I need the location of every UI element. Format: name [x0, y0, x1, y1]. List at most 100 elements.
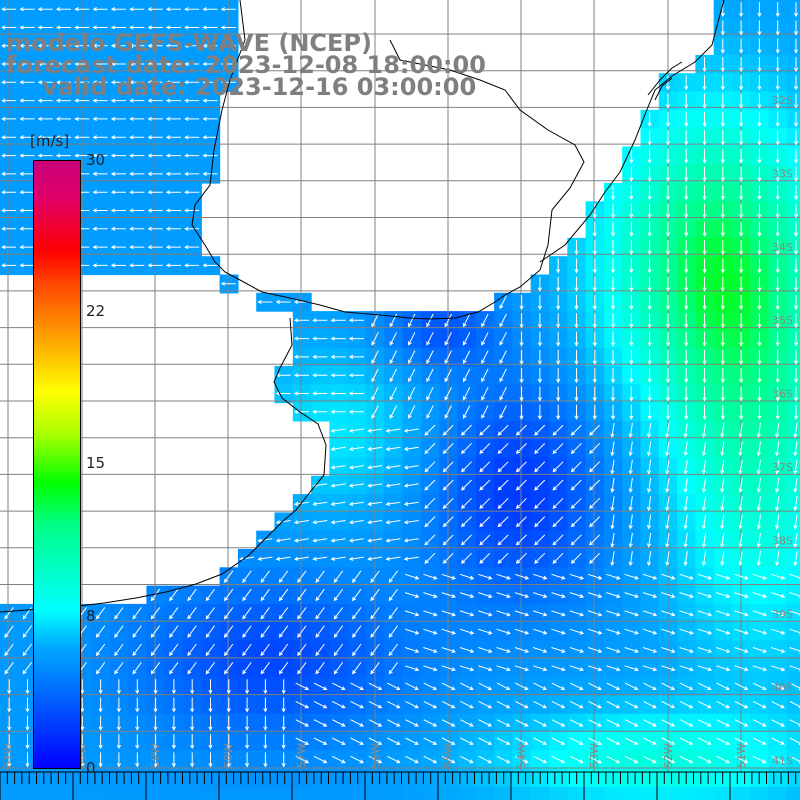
wind-arrow	[496, 628, 511, 635]
wind-arrow	[110, 80, 126, 85]
wind-arrow	[752, 592, 768, 599]
wind-arrow	[223, 607, 234, 620]
wind-arrow	[293, 373, 309, 378]
wind-arrow	[610, 532, 615, 548]
wind-arrow	[684, 185, 689, 201]
wind-arrow	[165, 43, 181, 48]
wind-arrow	[153, 715, 158, 731]
wind-arrow	[408, 350, 416, 365]
wind-arrow	[534, 424, 546, 436]
wind-arrow	[171, 752, 176, 768]
wind-arrow	[775, 349, 780, 365]
wind-arrow	[757, 38, 762, 54]
wind-arrow	[313, 700, 328, 709]
wind-arrow	[423, 719, 438, 727]
wind-arrow	[587, 592, 603, 599]
wind-arrow	[665, 276, 671, 292]
wind-arrow	[92, 135, 108, 140]
wind-arrow	[569, 573, 585, 580]
wind-arrow	[147, 208, 163, 213]
wind-arrow	[533, 755, 548, 764]
wind-arrow	[55, 80, 71, 85]
wind-arrow	[533, 610, 548, 617]
wind-arrow	[574, 276, 579, 292]
wind-arrow	[312, 501, 328, 506]
wind-arrow	[775, 496, 780, 512]
wind-arrow	[587, 610, 603, 617]
sea-cell	[146, 786, 166, 800]
longitude-label: 54W	[515, 743, 528, 768]
wind-arrow	[350, 737, 365, 745]
wind-arrow	[293, 409, 309, 414]
wind-arrow	[556, 349, 561, 365]
wind-arrow	[297, 607, 307, 620]
wind-arrow	[37, 43, 53, 48]
wind-arrow	[150, 607, 161, 620]
sea-cell	[311, 786, 330, 800]
wind-arrow	[19, 153, 35, 158]
wind-arrow	[624, 737, 639, 745]
wind-arrow	[684, 313, 689, 329]
wind-arrow	[665, 130, 671, 146]
wind-arrow	[592, 221, 597, 237]
wind-arrow	[702, 166, 707, 182]
coastline-east-inlet	[647, 61, 683, 101]
wind-arrow	[116, 715, 122, 731]
wind-arrow	[403, 501, 419, 506]
wind-arrow	[533, 628, 548, 635]
wind-arrow	[752, 755, 767, 764]
wind-arrow	[497, 552, 509, 564]
wind-arrow	[444, 405, 452, 419]
wind-arrow	[775, 203, 780, 219]
wind-arrow	[184, 171, 200, 176]
wind-arrow	[481, 313, 489, 328]
wind-arrow	[716, 719, 731, 727]
wind-arrow	[734, 700, 749, 709]
wind-arrow	[570, 424, 582, 436]
wind-arrow	[515, 700, 529, 709]
wind-arrow	[184, 226, 200, 231]
wind-arrow	[775, 386, 780, 402]
wind-arrow	[537, 276, 542, 292]
wind-arrow	[734, 628, 749, 635]
wind-arrow	[150, 588, 161, 602]
wind-arrow	[515, 424, 527, 436]
wind-arrow	[716, 628, 731, 635]
wind-arrow	[348, 446, 364, 452]
wind-arrow	[220, 80, 236, 85]
wind-arrow	[242, 588, 252, 602]
wind-arrow	[775, 477, 780, 493]
wind-arrow	[184, 190, 200, 195]
wind-arrow	[165, 208, 181, 213]
wind-arrow	[551, 628, 566, 635]
wind-arrow	[533, 682, 548, 690]
sea-cell	[695, 768, 715, 788]
wind-arrow	[592, 203, 597, 219]
wind-arrow	[312, 354, 328, 359]
wind-arrow	[205, 643, 216, 657]
wind-arrow	[423, 573, 438, 580]
wind-arrow	[702, 386, 707, 402]
wind-arrow	[624, 573, 639, 580]
wind-arrow	[92, 171, 108, 176]
wind-arrow	[514, 647, 530, 653]
wind-arrow	[132, 643, 142, 657]
wind-arrow	[129, 263, 145, 268]
wind-arrow	[426, 332, 434, 346]
wind-arrow	[647, 111, 652, 127]
wind-arrow	[55, 7, 71, 12]
wind-arrow	[569, 719, 584, 727]
longitude-label: 61W	[2, 743, 15, 768]
wind-arrow	[388, 643, 399, 657]
sea-cell	[786, 622, 800, 642]
wind-arrow	[514, 628, 530, 635]
sea-cell	[54, 768, 74, 788]
wind-arrow	[223, 643, 234, 657]
wind-arrow	[537, 349, 542, 365]
wind-arrow	[647, 349, 652, 365]
wind-arrow	[793, 57, 799, 73]
wind-arrow	[441, 647, 456, 653]
wind-arrow	[313, 682, 328, 690]
wind-arrow	[444, 368, 452, 383]
wind-arrow	[110, 208, 126, 213]
